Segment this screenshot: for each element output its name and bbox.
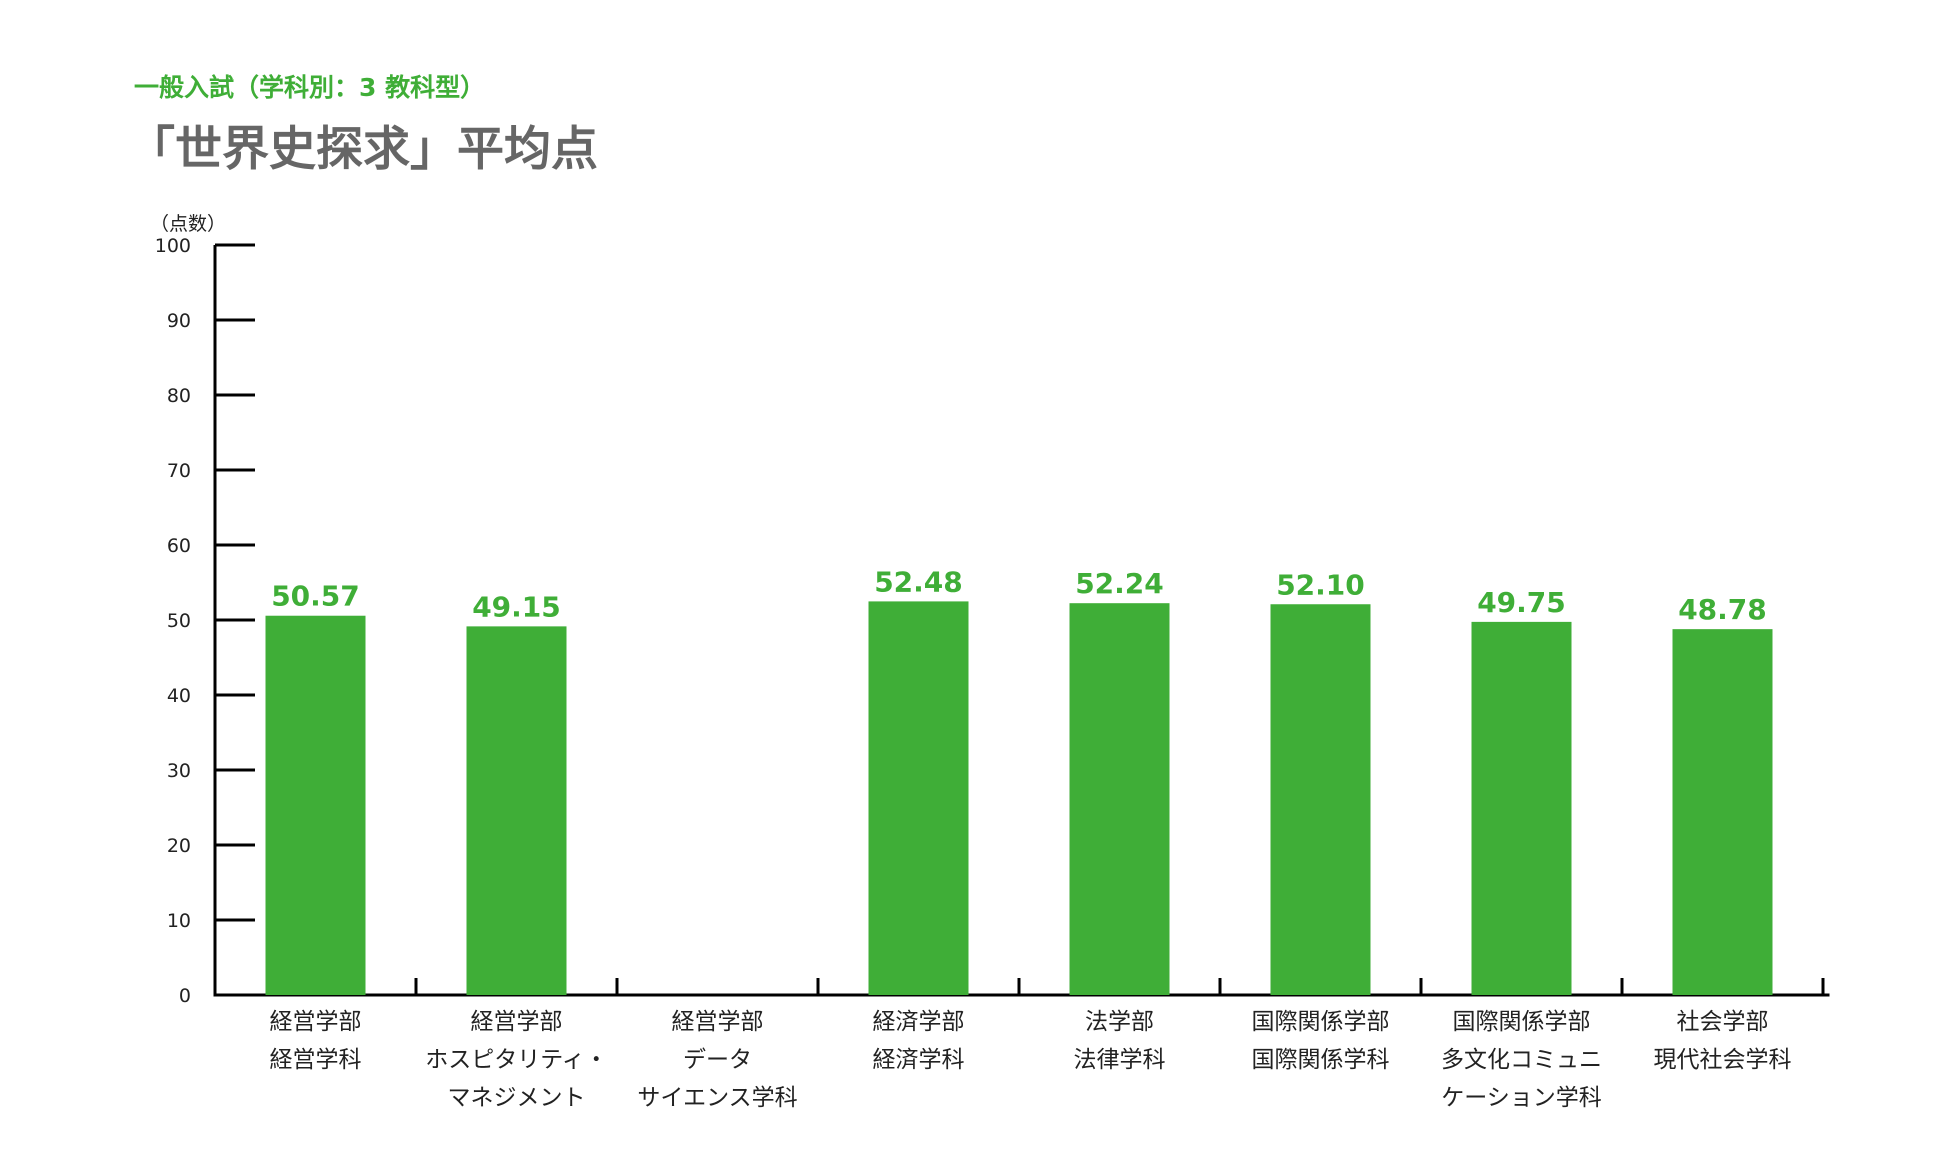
x-category-label: 経済学科 bbox=[873, 1047, 965, 1073]
x-category-label: 経営学科 bbox=[270, 1047, 362, 1073]
x-category-label: 経営学部 bbox=[471, 1009, 563, 1035]
x-category-label: サイエンス学科 bbox=[637, 1085, 797, 1111]
x-category-label: 現代社会学科 bbox=[1654, 1047, 1792, 1073]
x-category-label: 多文化コミュニ bbox=[1441, 1047, 1602, 1073]
bar bbox=[868, 601, 969, 995]
x-category-label: ケーション学科 bbox=[1441, 1085, 1602, 1111]
y-tick-label: 0 bbox=[179, 985, 191, 1007]
bar bbox=[1270, 604, 1371, 995]
bar bbox=[1672, 629, 1773, 995]
y-tick-label: 90 bbox=[167, 310, 191, 332]
x-category-label: マネジメント bbox=[448, 1085, 586, 1111]
x-category-label: 経営学部 bbox=[672, 1009, 764, 1035]
y-tick-label: 50 bbox=[167, 610, 191, 632]
x-category-label: 社会学部 bbox=[1677, 1009, 1769, 1035]
bar bbox=[265, 615, 366, 995]
bar-value-label: 49.75 bbox=[1477, 586, 1566, 619]
bar-value-label: 52.48 bbox=[874, 565, 963, 598]
y-tick-label: 40 bbox=[167, 685, 191, 707]
y-tick-label: 20 bbox=[167, 835, 191, 857]
y-tick-label: 30 bbox=[167, 760, 191, 782]
x-category-label: 国際関係学部 bbox=[1453, 1009, 1591, 1035]
bar-value-label: 50.57 bbox=[271, 580, 360, 613]
chart-title: 「世界史探求」平均点 bbox=[128, 122, 598, 177]
y-tick-label: 80 bbox=[167, 385, 191, 407]
bar-value-label: 49.15 bbox=[472, 590, 561, 623]
y-axis-label: （点数） bbox=[150, 213, 226, 235]
y-tick-label: 60 bbox=[167, 535, 191, 557]
y-tick-label: 100 bbox=[155, 235, 191, 257]
x-category-label: 国際関係学部 bbox=[1252, 1009, 1390, 1035]
bar bbox=[1471, 621, 1572, 995]
y-tick-label: 10 bbox=[167, 910, 191, 932]
bar-value-label: 52.24 bbox=[1075, 567, 1164, 600]
x-category-label: 国際関係学科 bbox=[1252, 1047, 1390, 1073]
x-category-label: 経済学部 bbox=[873, 1009, 965, 1035]
bar-value-label: 48.78 bbox=[1678, 593, 1767, 626]
x-category-label: データ bbox=[683, 1047, 752, 1073]
bar bbox=[1069, 603, 1170, 995]
bar-value-label: 52.10 bbox=[1276, 568, 1365, 601]
chart-subtitle: 一般入試（学科別：3 教科型） bbox=[134, 73, 486, 102]
y-tick-label: 70 bbox=[167, 460, 191, 482]
x-category-label: 法学部 bbox=[1085, 1009, 1154, 1035]
bar bbox=[466, 626, 567, 995]
x-category-label: ホスピタリティ・ bbox=[425, 1047, 608, 1073]
x-category-label: 法律学科 bbox=[1074, 1047, 1166, 1073]
x-category-label: 経営学部 bbox=[270, 1009, 362, 1035]
